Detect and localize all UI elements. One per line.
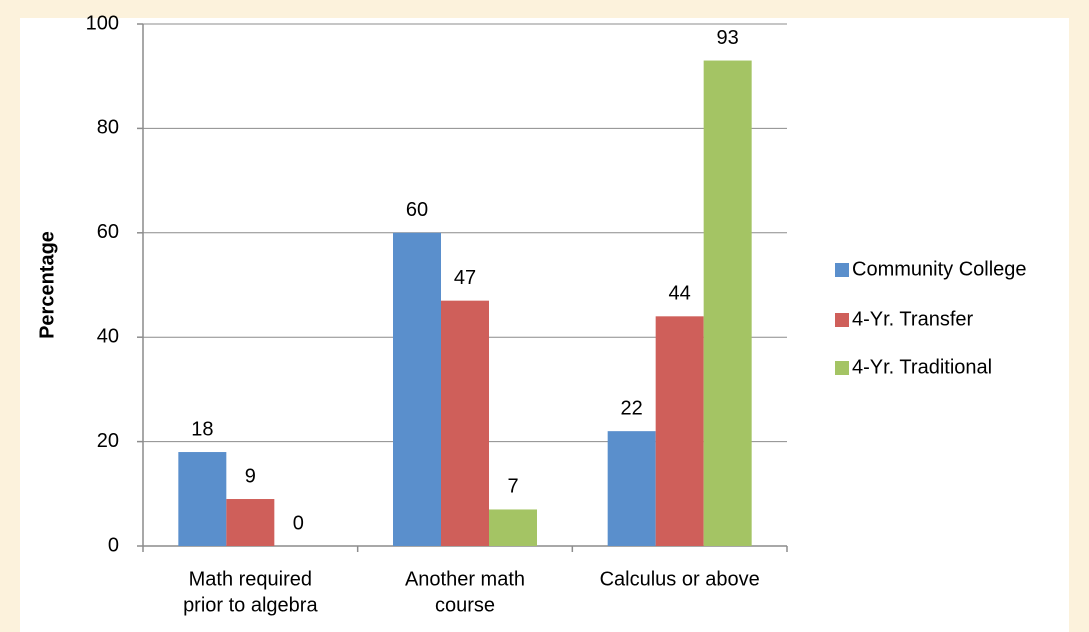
bar	[607, 431, 656, 546]
y-tick-label: 0	[108, 534, 119, 556]
legend-label: Community College	[852, 258, 1027, 280]
bar	[703, 60, 752, 546]
bar	[655, 316, 704, 546]
bar	[178, 452, 227, 546]
legend-swatch	[835, 263, 849, 277]
y-tick-label: 40	[97, 325, 119, 347]
bar	[489, 509, 537, 546]
x-tick-label: Math required	[189, 568, 312, 590]
data-label: 7	[507, 476, 518, 498]
x-tick-label: Calculus or above	[600, 568, 760, 590]
x-tick-label: prior to algebra	[183, 594, 318, 616]
data-label: 93	[717, 27, 739, 49]
y-tick-label: 80	[97, 117, 119, 139]
legend-label: 4-Yr. Traditional	[852, 356, 992, 378]
legend-swatch	[835, 313, 849, 327]
bar	[226, 499, 275, 546]
data-label: 18	[191, 418, 213, 440]
y-tick-label: 100	[86, 12, 119, 34]
data-label: 60	[406, 199, 428, 221]
data-label: 22	[621, 397, 643, 419]
data-label: 47	[454, 267, 476, 289]
y-axis-title: Percentage	[36, 231, 58, 339]
bar	[441, 300, 489, 546]
x-tick-label: course	[435, 594, 495, 616]
bar	[393, 232, 441, 547]
data-label: 9	[245, 465, 256, 487]
data-label: 44	[669, 283, 691, 305]
legend-label: 4-Yr. Transfer	[852, 308, 973, 330]
y-tick-label: 60	[97, 221, 119, 243]
data-label: 0	[293, 512, 304, 534]
x-tick-label: Another math	[405, 568, 525, 590]
y-tick-label: 20	[97, 430, 119, 452]
legend-swatch	[835, 361, 849, 375]
